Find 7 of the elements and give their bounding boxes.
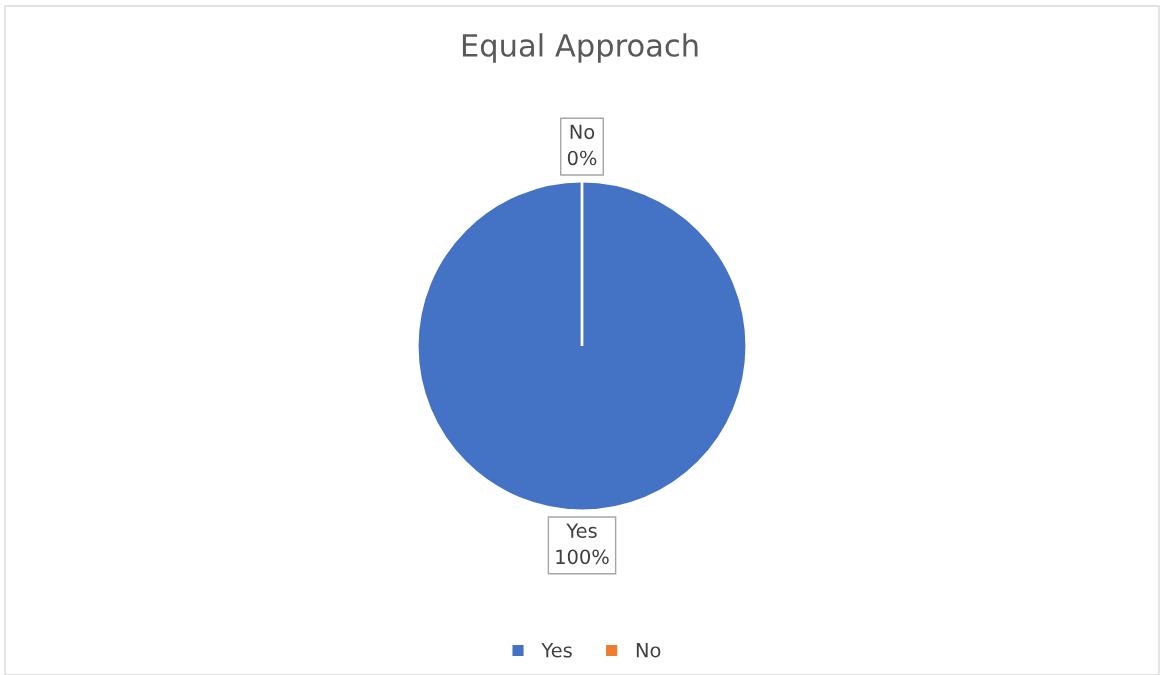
legend-label: Yes bbox=[541, 643, 572, 658]
slice-label: Yes bbox=[566, 523, 597, 538]
data-label: 100% bbox=[556, 549, 609, 565]
text: 0% bbox=[567, 150, 597, 166]
chart-title: Equal Approach bbox=[462, 33, 698, 63]
category-label: No bbox=[570, 124, 595, 140]
legend-label: No bbox=[636, 643, 661, 658]
